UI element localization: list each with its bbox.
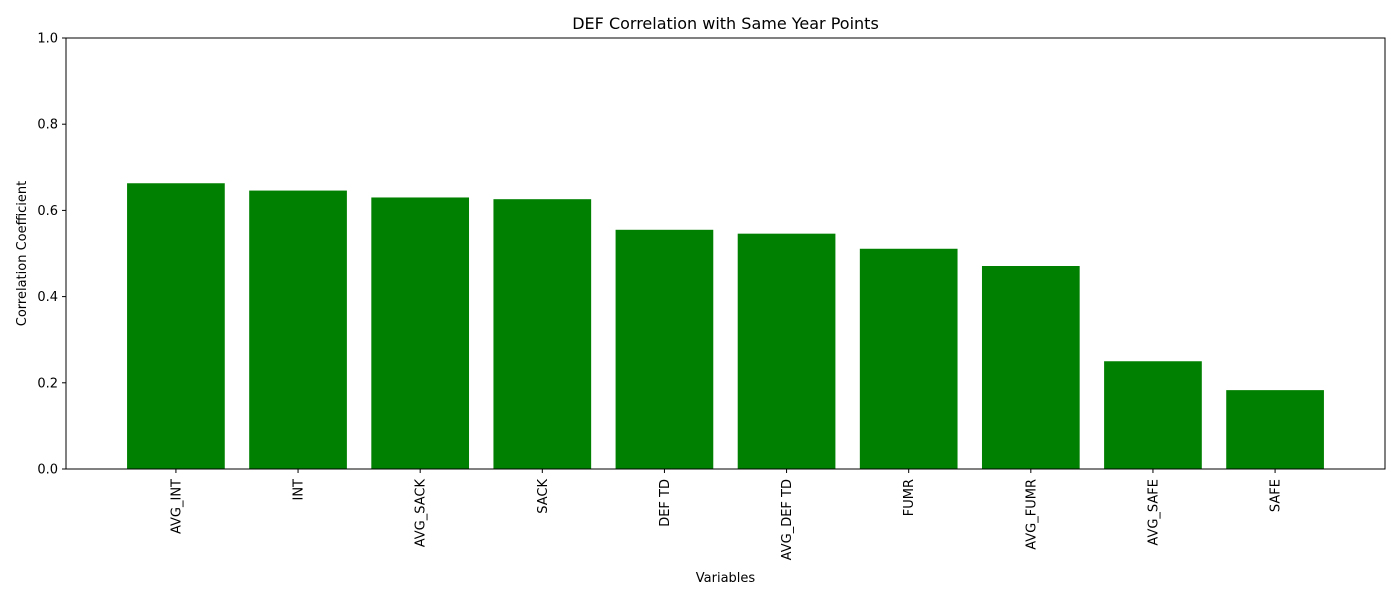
- bar-avg-safe: [1104, 361, 1202, 469]
- y-tick-label: 0.4: [37, 290, 58, 305]
- x-tick-label: SACK: [536, 479, 551, 514]
- x-tick-label: AVG_FUMR: [1024, 479, 1039, 550]
- y-axis: 0.0 0.2 0.4 0.6 0.8 1.0: [37, 32, 66, 478]
- bar-avg-int: [127, 183, 225, 469]
- x-tick-label: FUMR: [902, 479, 917, 516]
- bar-sack: [493, 199, 592, 469]
- y-tick-label: 0.8: [37, 118, 58, 133]
- chart-title: DEF Correlation with Same Year Points: [572, 14, 879, 33]
- x-tick-label: AVG_SAFE: [1146, 479, 1161, 546]
- x-tick-label: AVG_SACK: [414, 479, 429, 548]
- x-axis: AVG_INT INT AVG_SACK SACK DEF TD AVG_DEF TD FU…: [169, 469, 1284, 560]
- x-tick-label: INT: [292, 479, 307, 501]
- x-tick-label: AVG_INT: [169, 479, 184, 534]
- x-axis-label: Variables: [696, 571, 756, 586]
- bar-avg-def-td: [737, 233, 836, 469]
- bar-avg-fumr: [981, 266, 1080, 469]
- bars-group: [127, 183, 1324, 469]
- bar-def-td: [615, 229, 714, 469]
- y-tick-label: 1.0: [37, 32, 58, 47]
- plot-frame: [65, 37, 1386, 470]
- bar-safe: [1226, 390, 1324, 469]
- x-tick-label: AVG_DEF TD: [780, 479, 795, 560]
- y-tick-label: 0.0: [37, 463, 58, 478]
- y-tick-label: 0.2: [37, 376, 58, 391]
- bar-fumr: [859, 248, 958, 469]
- y-tick-label: 0.6: [37, 204, 58, 219]
- x-tick-label: SAFE: [1269, 479, 1284, 512]
- x-tick-label: DEF TD: [658, 479, 673, 527]
- y-axis-label: Correlation Coefficient: [15, 181, 30, 327]
- bar-avg-sack: [371, 197, 470, 469]
- bar-int: [249, 190, 347, 469]
